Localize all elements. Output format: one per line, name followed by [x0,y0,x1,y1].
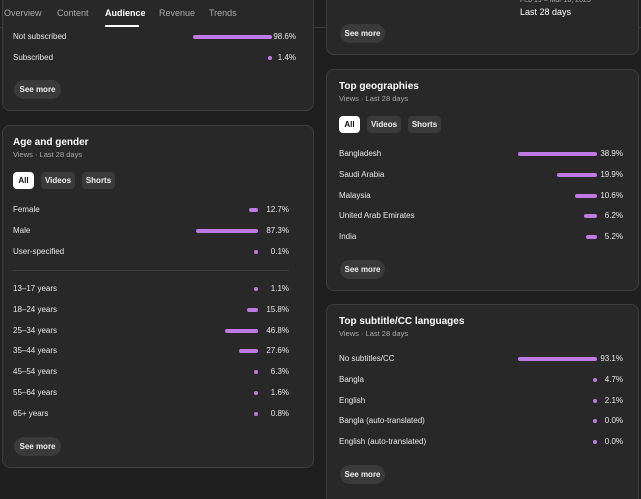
nav-tab[interactable]: Trends [209,8,237,18]
row-value: 87.3% [266,226,289,235]
bar [593,398,597,403]
row-label: Not subscribed [13,32,67,41]
row-value: 0.1% [270,247,289,256]
row-value: 12.7% [266,205,289,214]
filter-chip[interactable]: Shorts [82,172,115,189]
row-label: English [339,395,366,405]
card-title: Age and gender [13,137,89,148]
row-value: 0.0% [604,437,623,447]
row-value: 98.6% [273,32,296,41]
bar [246,307,258,312]
bar [268,56,272,60]
row-label: Malaysia [339,190,371,200]
row-value: 6.3% [270,367,289,377]
bar [518,357,597,361]
card-subtitle: Views · Last 28 days [339,94,409,103]
bar [584,214,597,219]
row-label: 55–64 years [13,388,58,397]
row-label: Saudi Arabia [339,169,385,179]
row-label: United Arab Emirates [339,211,415,221]
row-value: 5.2% [604,232,623,242]
nav-tab[interactable]: Content [57,8,89,18]
bar [253,370,258,375]
card-subtitle: Views · Last 28 days [13,150,83,159]
filter-chip[interactable]: All [339,116,360,133]
row-label: 35–44 years [13,346,58,356]
bar [556,172,597,177]
bar [593,440,597,445]
row-label: 25–34 years [13,325,58,335]
geographies-card [326,69,639,291]
row-label: Male [13,226,31,235]
row-value: 93.1% [600,354,623,363]
bar [196,229,258,233]
tab-underline [105,25,139,27]
row-label: Bangladesh [339,149,382,158]
bar [586,235,597,240]
bar [254,391,258,395]
see-more-button[interactable]: See more [14,437,61,456]
bar [593,419,597,424]
row-label: User-specified [13,247,65,256]
nav-divider [0,27,641,28]
row-value: 19.9% [600,169,623,179]
row-label: No subtitles/CC [339,354,395,363]
row-value: 1.4% [277,53,296,62]
nav-tab[interactable]: Overview [4,8,42,18]
row-value: 38.9% [600,149,623,158]
card-subtitle: Views · Last 28 days [339,329,409,338]
row-value: 2.1% [604,395,623,405]
card-title: Top geographies [339,81,419,92]
row-value: 4.7% [604,374,623,384]
bar [193,35,272,39]
filter-chip[interactable]: Shorts [408,116,441,133]
filter-chip[interactable]: Videos [41,172,75,189]
row-value: 1.6% [270,388,289,397]
see-more-button[interactable]: See more [14,80,61,99]
bar [254,411,258,416]
see-more-button[interactable]: See more [340,24,385,43]
filter-chip[interactable]: Videos [367,116,401,133]
bar [518,152,597,156]
nav-tab[interactable]: Revenue [159,8,196,18]
period[interactable]: Last 28 days [520,7,572,17]
row-label: Bangla (auto-translated) [339,416,425,426]
bar [248,208,258,212]
bar [593,377,597,382]
row-value: 0.0% [604,416,623,426]
row-value: 15.8% [266,304,289,314]
bar [254,250,258,254]
row-label: 45–54 years [13,367,58,377]
row-label: Female [13,205,40,214]
row-label: 13–17 years [13,284,58,293]
row-value: 10.6% [600,190,623,200]
row-label: 18–24 years [13,304,58,314]
bar [254,287,258,291]
row-value: 46.8% [266,325,289,335]
row-label: English (auto-translated) [339,437,427,447]
row-value: 0.8% [270,408,289,418]
row-label: 65+ years [13,408,49,418]
bar [238,349,258,354]
see-more-button[interactable]: See more [340,260,385,279]
row-value: 1.1% [270,284,289,293]
filter-chip[interactable]: All [13,172,34,189]
bar [225,328,258,333]
row-label: India [339,232,357,242]
divider [13,270,289,271]
see-more-button[interactable]: See more [340,465,385,484]
nav-tab[interactable]: Audience [105,8,146,18]
bar [575,193,597,198]
date-range: Feb 19 – Mar 18, 2025 [520,0,591,4]
row-value: 6.2% [604,211,623,221]
row-label: Bangla [339,374,364,384]
card-title: Top subtitle/CC languages [339,316,465,327]
row-value: 27.6% [266,346,289,356]
row-label: Subscribed [13,53,54,62]
